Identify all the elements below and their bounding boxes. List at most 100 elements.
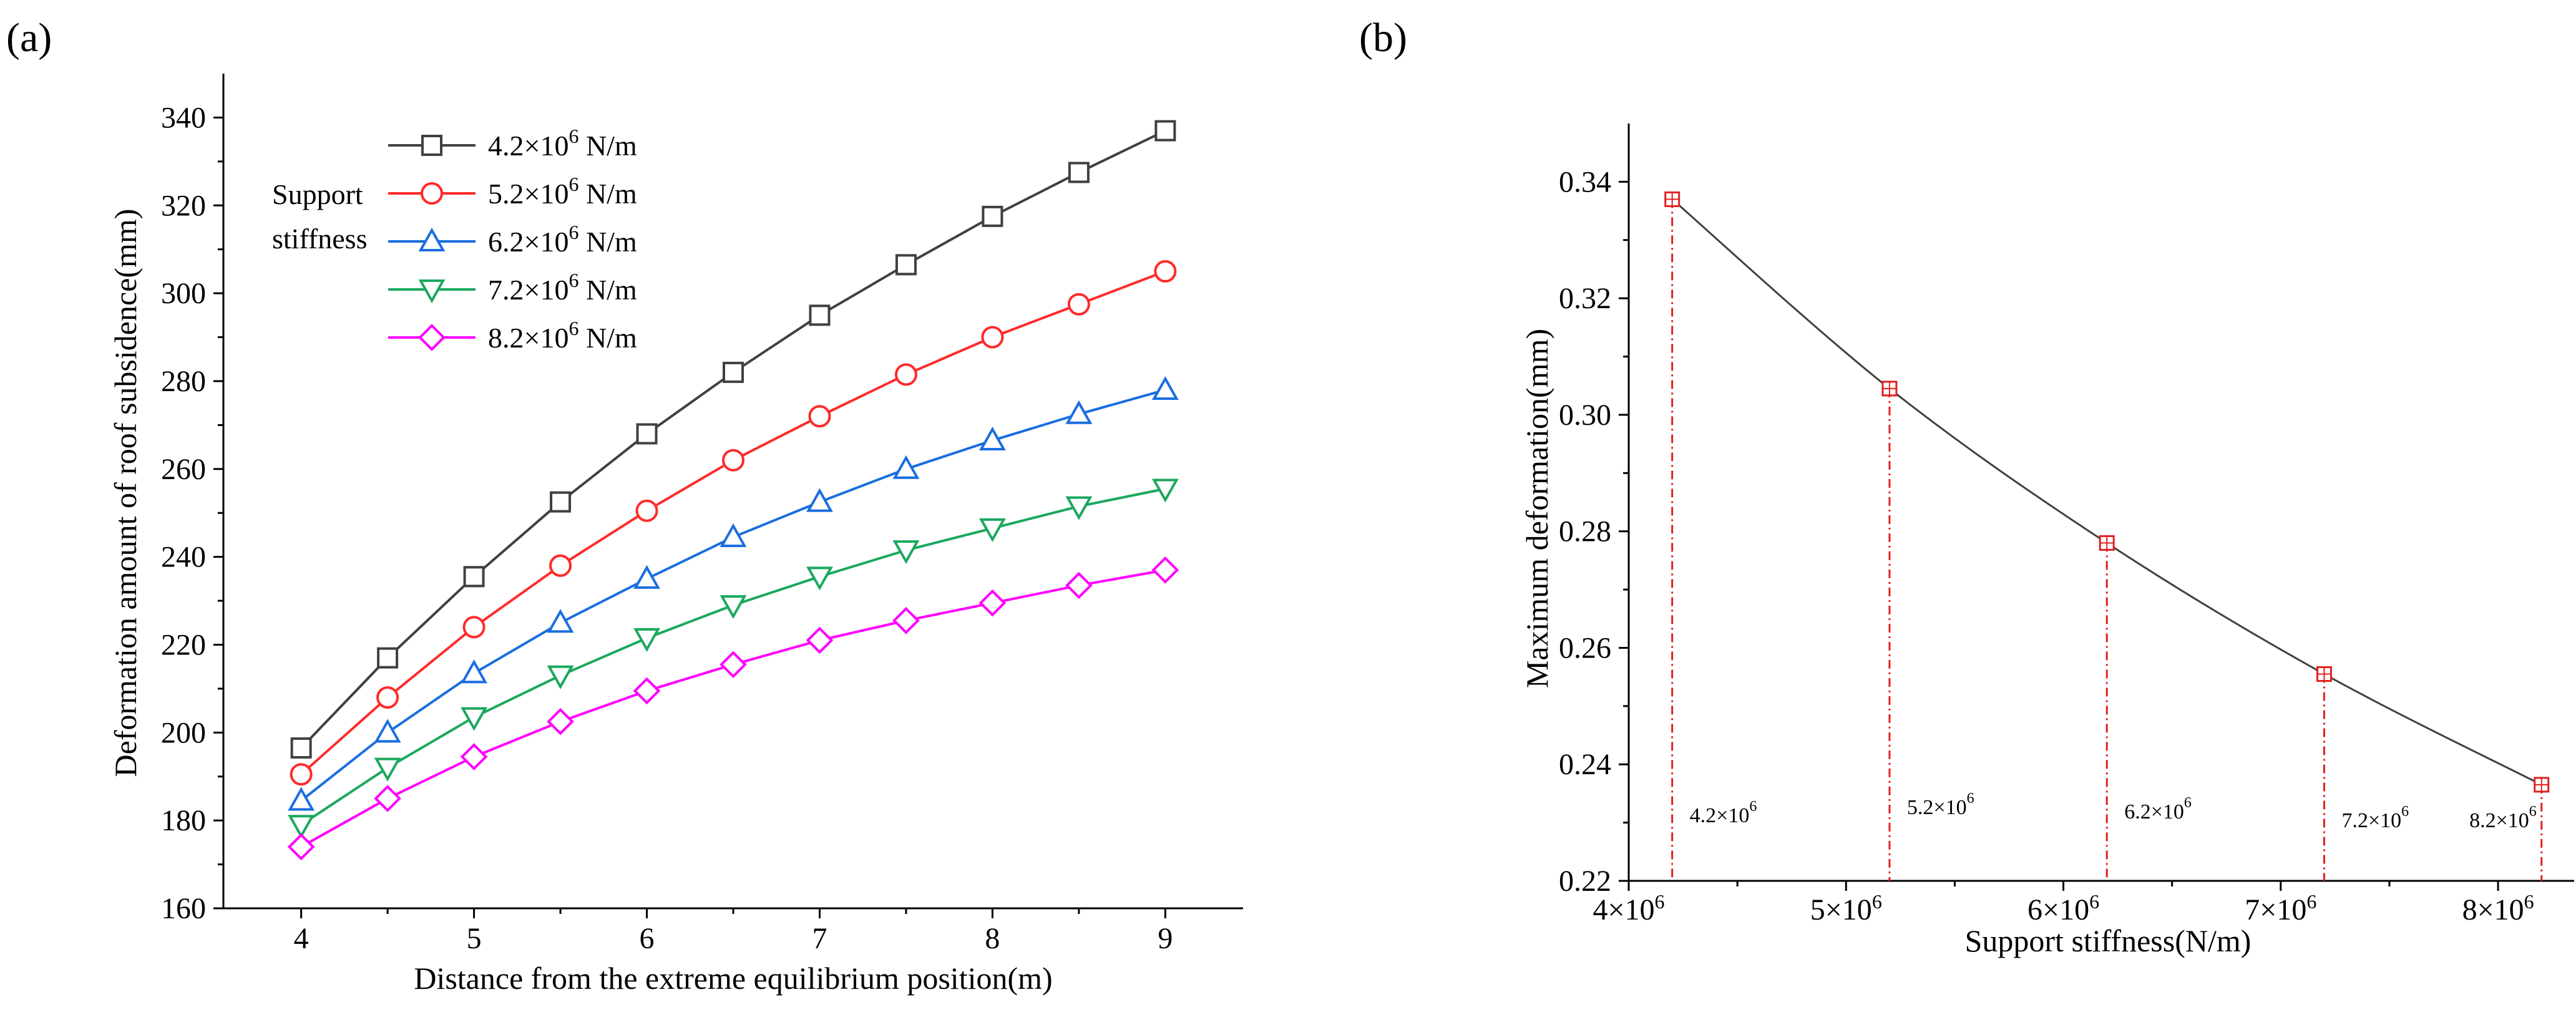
panel-a-label: (a) xyxy=(6,15,52,61)
data-point-marker xyxy=(1068,162,1090,183)
data-point-marker xyxy=(1151,478,1179,503)
data-point-marker xyxy=(1151,376,1179,401)
data-point-marker xyxy=(2099,535,2115,551)
panel-b-x-tick-label: 8×106 xyxy=(2462,890,2534,926)
data-point-marker xyxy=(806,488,833,512)
drop-line-annotation: 5.2×106 xyxy=(1907,790,1974,819)
panel-a-y-axis-title: Deformation amount of roof subsidence(mm… xyxy=(108,209,143,777)
panel-b-chart: (b) Support stiffness(N/m) Maximum defor… xyxy=(1359,15,2574,958)
data-point-marker xyxy=(290,737,312,759)
data-point-marker xyxy=(288,815,315,839)
legend-label: 8.2×106 N/m xyxy=(488,317,637,354)
panel-b-series-line xyxy=(1671,198,2542,786)
panel-b-y-tick-label: 0.22 xyxy=(1559,865,1611,898)
panel-a-x-axis-title: Distance from the extreme equilibrium po… xyxy=(414,961,1052,996)
data-point-marker xyxy=(720,651,747,678)
data-point-marker xyxy=(290,763,313,786)
data-point-marker xyxy=(894,363,917,386)
data-point-marker xyxy=(892,606,920,634)
legend-swatch-marker xyxy=(421,182,443,205)
panel-a-y-tick-label: 260 xyxy=(161,453,206,486)
panel-a-y-tick-label: 340 xyxy=(161,101,206,134)
legend-label: 6.2×106 N/m xyxy=(488,221,637,258)
data-point-marker xyxy=(1065,496,1093,520)
panel-b-x-axis-title: Support stiffness(N/m) xyxy=(1965,923,2252,958)
panel-b-y-tick-label: 0.26 xyxy=(1559,631,1611,664)
data-point-marker xyxy=(636,423,658,445)
data-point-marker xyxy=(806,626,834,654)
panel-b-y-tick-label: 0.32 xyxy=(1559,282,1611,315)
legend-entry: 5.2×106 N/m xyxy=(388,173,637,210)
data-point-marker xyxy=(2316,666,2332,682)
panel-a-y-tick-label: 320 xyxy=(161,189,206,222)
data-point-marker xyxy=(633,565,660,589)
legend-label: 5.2×106 N/m xyxy=(488,173,637,210)
legend-title-line2: stiffness xyxy=(272,223,368,255)
panel-b-y-tick-label: 0.28 xyxy=(1559,515,1611,548)
panel-a-y-tick-label: 300 xyxy=(161,277,206,310)
panel-a-series-7-2 xyxy=(288,478,1179,839)
panel-b-x-tick-label: 4×106 xyxy=(1593,890,1664,926)
data-point-marker xyxy=(376,686,399,709)
data-point-marker xyxy=(547,609,574,633)
legend-swatch-marker xyxy=(418,324,446,351)
drop-line-annotation: 8.2×106 xyxy=(2469,804,2537,832)
data-point-marker xyxy=(461,659,487,684)
panel-a-y-tick-label: 220 xyxy=(161,628,206,661)
data-point-marker xyxy=(1067,293,1090,316)
panel-b-y-tick-label: 0.30 xyxy=(1559,399,1611,432)
drop-line-annotation: 6.2×106 xyxy=(2124,795,2192,823)
data-point-marker xyxy=(892,455,920,479)
panel-b-x-tick-label: 6×106 xyxy=(2027,890,2099,926)
data-point-marker xyxy=(720,595,747,619)
legend-entry: 7.2×106 N/m xyxy=(388,269,637,306)
panel-b-x-tick-label: 7×106 xyxy=(2245,890,2316,926)
legend-swatch-marker xyxy=(418,279,446,304)
panel-b-y-tick-label: 0.34 xyxy=(1559,165,1611,198)
data-point-marker xyxy=(550,491,572,513)
panel-a-series-4-2 xyxy=(290,120,1176,759)
data-point-marker xyxy=(809,304,831,326)
data-point-marker xyxy=(633,628,660,652)
drop-line-annotation: 7.2×106 xyxy=(2341,804,2409,832)
legend-entry: 8.2×106 N/m xyxy=(388,317,637,354)
data-point-marker xyxy=(892,540,920,565)
legend-label: 7.2×106 N/m xyxy=(488,269,637,306)
panel-a-series-5-2 xyxy=(290,260,1177,786)
data-point-marker xyxy=(982,205,1003,227)
panel-a-y-tick-label: 180 xyxy=(161,804,206,837)
data-point-marker xyxy=(806,566,833,591)
panel-b-y-tick-label: 0.24 xyxy=(1559,748,1611,781)
data-point-marker xyxy=(981,326,1004,349)
data-point-marker xyxy=(462,616,485,639)
data-point-marker xyxy=(1065,571,1093,600)
panel-a-y-tick-label: 200 xyxy=(161,716,206,749)
panel-a-y-tick-label: 280 xyxy=(161,365,206,398)
data-point-marker xyxy=(1154,260,1177,283)
data-point-marker xyxy=(720,523,747,547)
data-point-marker xyxy=(1151,556,1179,584)
data-point-marker xyxy=(978,589,1007,617)
data-point-marker xyxy=(547,707,574,736)
data-point-marker xyxy=(374,757,401,782)
panel-b-y-axis-title: Maximum deformation(mm) xyxy=(1520,329,1554,688)
panel-a-y-tick-label: 240 xyxy=(161,541,206,574)
panel-a-x-tick-label: 7 xyxy=(812,922,827,955)
panel-a-x-tick-label: 6 xyxy=(640,922,655,955)
data-point-marker xyxy=(979,518,1006,542)
panel-a-series-8-2 xyxy=(287,556,1179,861)
panel-a-chart: (a) Distance from the extreme equilibriu… xyxy=(6,15,1243,996)
data-point-marker xyxy=(547,665,574,689)
panel-b-label: (b) xyxy=(1359,15,1407,61)
data-point-marker xyxy=(374,719,401,743)
data-point-marker xyxy=(288,787,315,811)
data-point-marker xyxy=(635,499,658,522)
data-point-marker xyxy=(374,785,401,812)
panel-a-x-tick-label: 9 xyxy=(1158,922,1173,955)
legend-entry: 4.2×106 N/m xyxy=(388,125,637,162)
data-point-marker xyxy=(723,361,744,383)
data-point-marker xyxy=(549,554,572,577)
legend-swatch-marker xyxy=(421,135,442,156)
legend-title-line1: Support xyxy=(272,178,363,210)
